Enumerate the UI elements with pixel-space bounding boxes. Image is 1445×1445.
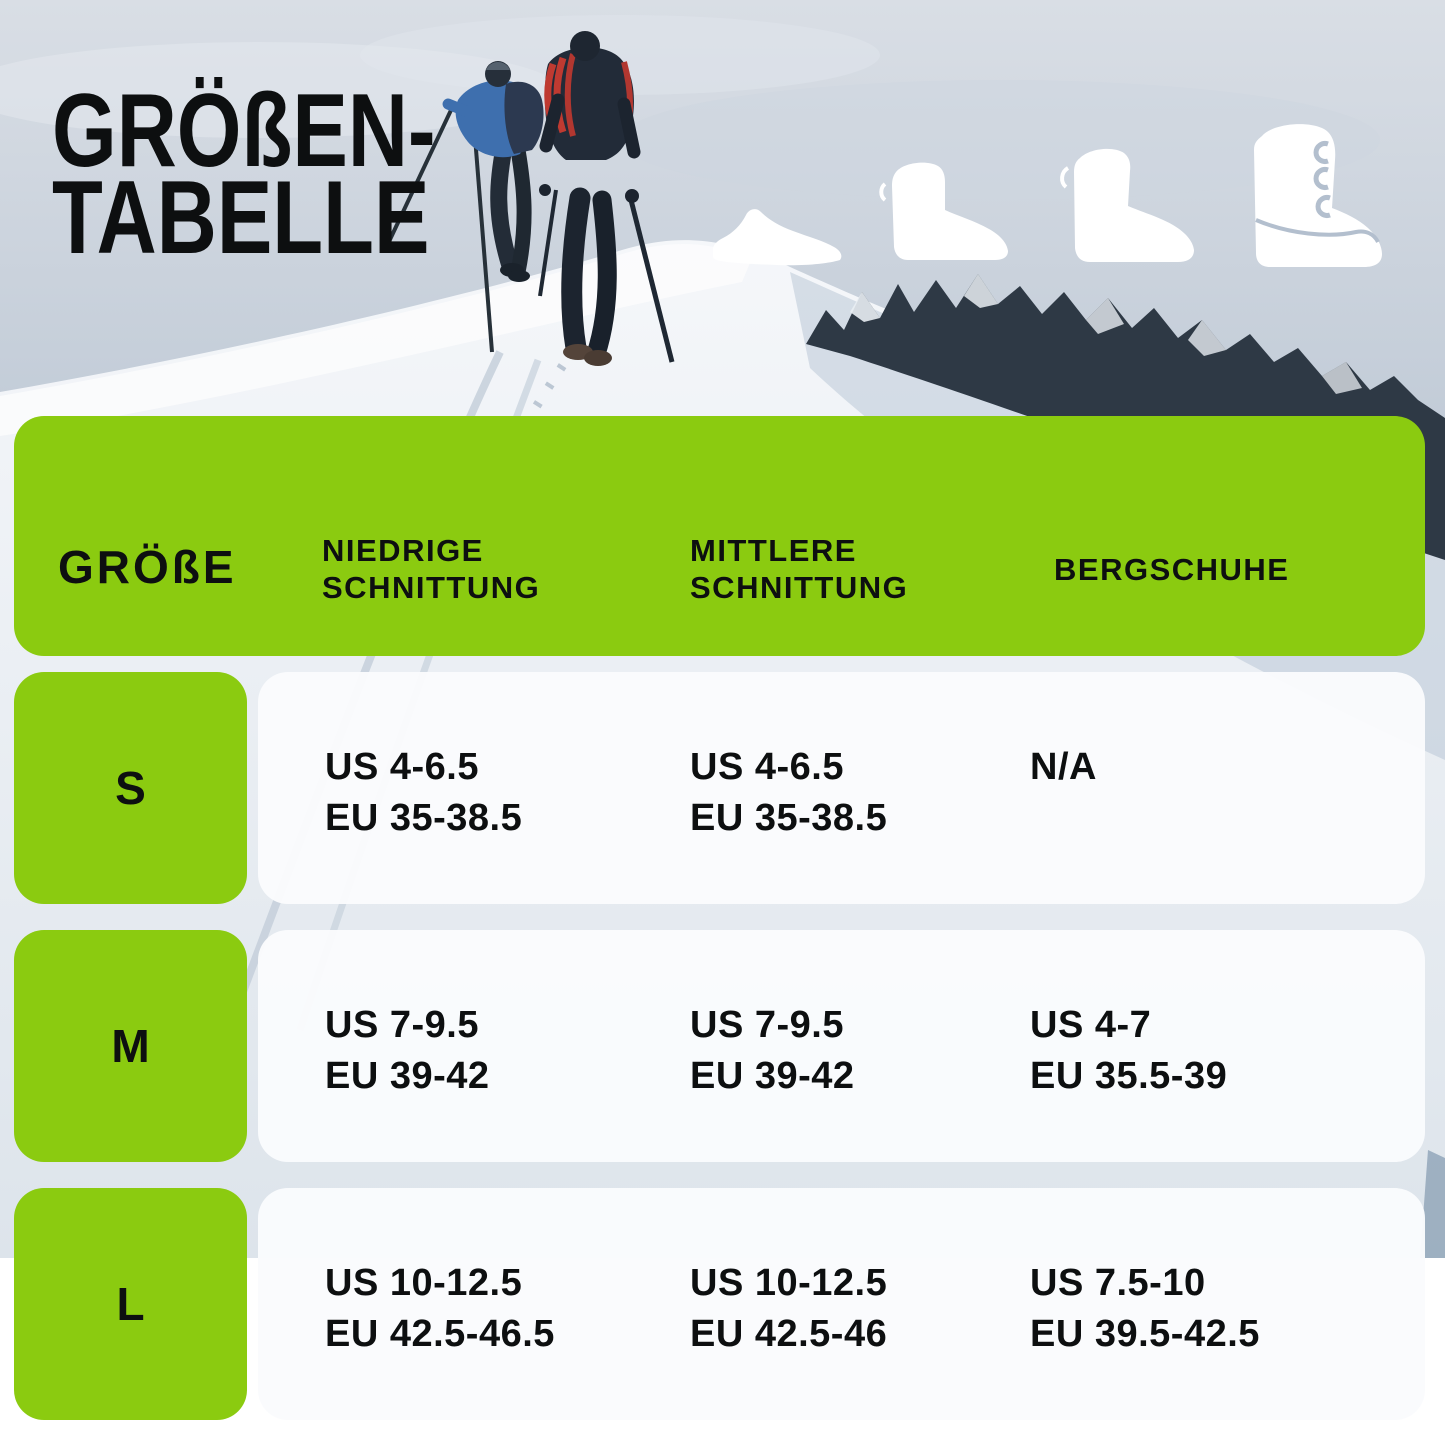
size-cell-l: L xyxy=(14,1188,247,1420)
low-cut-shoe-icon xyxy=(713,209,842,266)
table-row: M US 7-9.5 EU 39-42 US 7-9.5 EU 39-42 US… xyxy=(0,930,1445,1162)
table-header-card: GRÖßE NIEDRIGE SCHNITTUNG MITTLERE SCHNI… xyxy=(14,416,1425,656)
row-values-panel: US 4-6.5 EU 35-38.5 US 4-6.5 EU 35-38.5 … xyxy=(258,672,1425,904)
cell-l-low-cut: US 10-12.5 EU 42.5-46.5 xyxy=(325,1262,555,1356)
column-header-mid-cut: MITTLERE SCHNITTUNG xyxy=(690,533,909,605)
mid-cut-boot-icon xyxy=(879,162,1008,260)
cell-s-mid-cut: US 4-6.5 EU 35-38.5 xyxy=(690,746,888,840)
cell-s-low-cut: US 4-6.5 EU 35-38.5 xyxy=(325,746,523,840)
row-values-panel: US 7-9.5 EU 39-42 US 7-9.5 EU 39-42 US 4… xyxy=(258,930,1425,1162)
page-title-line2: TABELLE xyxy=(52,160,430,277)
cell-s-mountain-boots: N/A xyxy=(1030,746,1097,788)
cell-l-mid-cut: US 10-12.5 EU 42.5-46 xyxy=(690,1262,888,1356)
size-cell-s: S xyxy=(14,672,247,904)
mountain-boot-icon xyxy=(1254,124,1382,267)
size-cell-m: M xyxy=(14,930,247,1162)
cell-m-low-cut: US 7-9.5 EU 39-42 xyxy=(325,1004,490,1098)
row-values-panel: US 10-12.5 EU 42.5-46.5 US 10-12.5 EU 42… xyxy=(258,1188,1425,1420)
column-header-mountain-boots: BERGSCHUHE xyxy=(1054,552,1290,587)
table-row: S US 4-6.5 EU 35-38.5 US 4-6.5 EU 35-38.… xyxy=(0,672,1445,904)
high-cut-boot-icon xyxy=(1060,148,1194,262)
page-title-line1: GRÖßEN- xyxy=(52,73,436,189)
page-title: GRÖßEN- TABELLE xyxy=(52,73,436,277)
cell-l-mountain-boots: US 7.5-10 EU 39.5-42.5 xyxy=(1030,1262,1260,1356)
hiker-dark xyxy=(538,31,675,366)
size-column-header: GRÖßE xyxy=(58,541,237,593)
column-header-low-cut: NIEDRIGE SCHNITTUNG xyxy=(322,533,541,605)
table-row: L US 10-12.5 EU 42.5-46.5 US 10-12.5 EU … xyxy=(0,1188,1445,1420)
hiker-blue xyxy=(384,61,544,353)
cell-m-mid-cut: US 7-9.5 EU 39-42 xyxy=(690,1004,855,1098)
cell-m-mountain-boots: US 4-7 EU 35.5-39 xyxy=(1030,1004,1228,1098)
